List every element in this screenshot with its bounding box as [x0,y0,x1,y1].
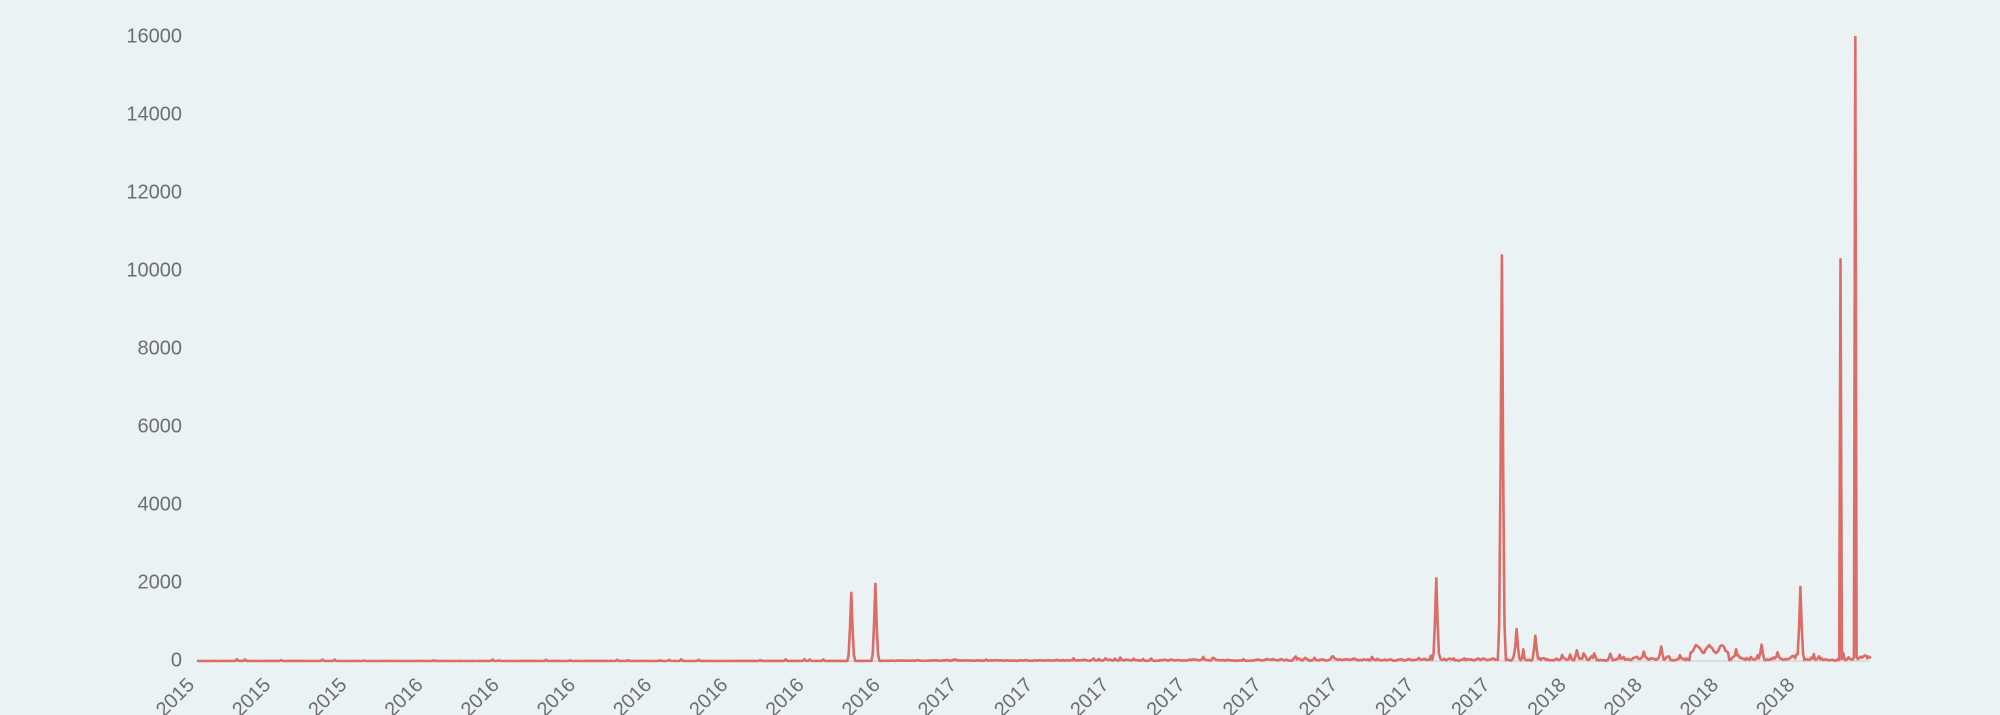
svg-text:2016: 2016 [381,674,428,715]
svg-text:2018: 2018 [1600,674,1647,715]
svg-text:2016: 2016 [609,674,656,715]
svg-text:2018: 2018 [1676,674,1723,715]
svg-text:2018: 2018 [1524,674,1571,715]
svg-text:2016: 2016 [533,674,580,715]
svg-text:2017: 2017 [914,674,961,715]
svg-text:2016: 2016 [685,674,732,715]
svg-text:2017: 2017 [1447,674,1494,715]
svg-text:2017: 2017 [1143,674,1190,715]
svg-text:2015: 2015 [304,674,351,715]
svg-text:2017: 2017 [1371,674,1418,715]
svg-text:2018: 2018 [1752,674,1799,715]
svg-text:2016: 2016 [762,674,809,715]
svg-text:2015: 2015 [152,674,199,715]
svg-text:2016: 2016 [838,674,885,715]
svg-text:2017: 2017 [1219,674,1266,715]
svg-text:2017: 2017 [1066,674,1113,715]
svg-text:2017: 2017 [990,674,1037,715]
svg-text:2017: 2017 [1295,674,1342,715]
svg-text:2016: 2016 [457,674,504,715]
svg-text:2015: 2015 [228,674,275,715]
